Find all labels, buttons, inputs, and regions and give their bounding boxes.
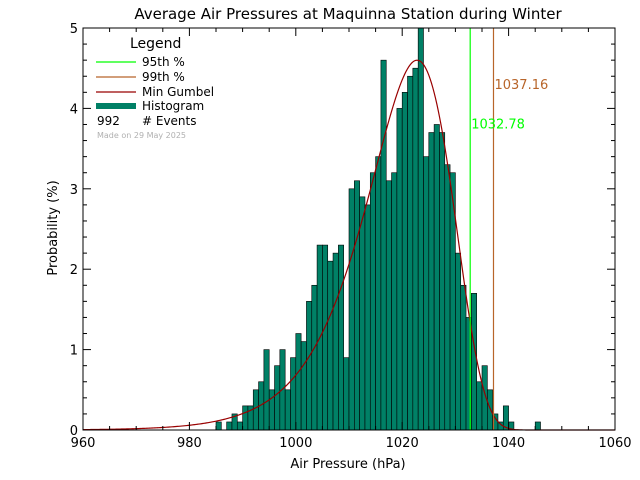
histogram-bar — [433, 124, 440, 431]
legend-events-label: # Events — [142, 114, 197, 128]
legend: Legend 95th % 99th % Min Gumbel Histogra… — [96, 36, 214, 140]
histogram-bar — [455, 252, 462, 431]
histogram-bar — [343, 357, 350, 431]
legend-title: Legend — [130, 36, 181, 52]
y-tick-label: 0 — [70, 424, 78, 439]
x-tick-label: 980 — [177, 436, 202, 451]
histogram-bar — [407, 75, 414, 431]
histogram-bar — [412, 67, 419, 431]
histogram-bar — [487, 389, 493, 431]
legend-label-gumbel: Min Gumbel — [142, 85, 214, 99]
histogram-bar — [236, 421, 243, 431]
histogram-bar — [311, 284, 318, 431]
histogram-bar — [380, 59, 387, 431]
x-tick-label: 1040 — [492, 436, 525, 451]
x-axis-ticks: 960 980 1000 1020 1040 1060 — [71, 28, 632, 451]
histogram-bar — [290, 357, 297, 431]
histogram-bar — [396, 108, 403, 431]
histogram-bar — [242, 405, 249, 431]
chart-title: Average Air Pressures at Maquinna Statio… — [134, 5, 562, 23]
histogram-bar — [417, 27, 424, 431]
histogram-bar — [252, 389, 259, 431]
histogram-bar — [476, 381, 483, 431]
legend-label-histogram: Histogram — [142, 99, 204, 113]
plot-area: 1032.78 1037.16 960 980 1000 1020 1040 1060 0… — [70, 22, 632, 451]
histogram-bar — [460, 284, 467, 431]
made-on-note: Made on 29 May 2025 — [97, 131, 186, 140]
y-tick-label: 1 — [70, 344, 78, 359]
y-tick-label: 2 — [70, 263, 78, 278]
histogram-bar — [332, 252, 339, 431]
legend-swatch-histogram — [96, 103, 136, 109]
histogram-bar — [401, 92, 408, 431]
histogram-bar — [471, 293, 477, 431]
histogram-bar — [359, 196, 366, 431]
percentile-99-label: 1037.16 — [494, 78, 548, 93]
histogram-bar — [385, 180, 392, 431]
percentile-95-label: 1032.78 — [471, 118, 525, 133]
histogram-bar — [444, 164, 451, 431]
histogram-bar — [274, 365, 281, 431]
histogram-bar — [215, 421, 222, 431]
legend-events-count: 992 — [97, 114, 120, 128]
y-tick-label: 4 — [70, 102, 78, 117]
x-tick-label: 1000 — [279, 436, 312, 451]
histogram-bar — [364, 204, 371, 431]
histogram-bars — [215, 27, 541, 431]
histogram-bar — [391, 172, 398, 431]
y-tick-label: 3 — [70, 183, 78, 198]
histogram-bar — [327, 260, 334, 431]
x-tick-label: 1020 — [386, 436, 419, 451]
y-axis-ticks: 0 1 2 3 4 5 — [70, 22, 615, 439]
histogram-bar — [284, 389, 291, 431]
histogram-bar — [226, 421, 233, 431]
histogram-bar — [263, 349, 270, 431]
histogram-bar — [300, 341, 307, 431]
y-tick-label: 5 — [70, 22, 78, 37]
x-tick-label: 960 — [71, 436, 96, 451]
histogram-bar — [375, 156, 382, 431]
histogram-bar — [295, 333, 302, 431]
legend-label-95th: 95th % — [142, 55, 185, 69]
x-axis-label: Air Pressure (hPa) — [290, 457, 405, 472]
histogram-bar — [369, 172, 376, 431]
histogram-bar — [428, 132, 435, 431]
histogram-bar — [439, 132, 446, 431]
x-tick-label: 1060 — [598, 436, 631, 451]
histogram-bar — [338, 244, 344, 431]
histogram-bar — [322, 244, 329, 431]
y-axis-label: Probability (%) — [46, 180, 61, 275]
legend-label-99th: 99th % — [142, 70, 185, 84]
histogram-bar — [423, 156, 430, 431]
histogram-bar — [354, 180, 360, 431]
histogram-bar — [348, 188, 355, 431]
histogram-bar — [534, 421, 541, 431]
histogram-bar — [306, 301, 313, 431]
